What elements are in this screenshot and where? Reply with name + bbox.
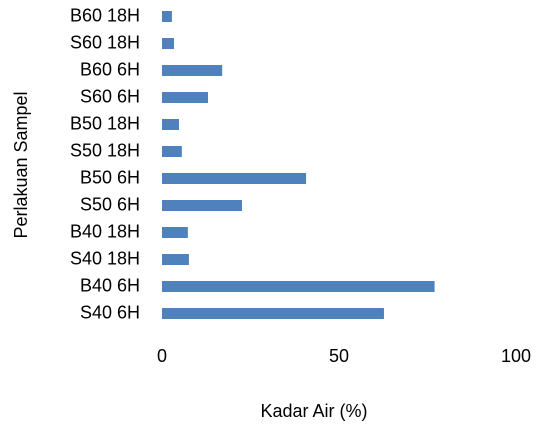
bar bbox=[162, 308, 384, 319]
bar bbox=[162, 65, 223, 76]
y-tick-label: B60 18H bbox=[70, 5, 140, 25]
x-tick-label: 100 bbox=[501, 346, 531, 366]
bar bbox=[162, 146, 182, 157]
bar bbox=[162, 11, 172, 22]
bar bbox=[162, 227, 188, 238]
y-tick-label: S50 18H bbox=[70, 140, 140, 160]
y-tick-label: B60 6H bbox=[80, 59, 140, 79]
y-tick-label: S60 18H bbox=[70, 32, 140, 52]
bar bbox=[162, 200, 243, 211]
y-tick-label: S40 6H bbox=[80, 302, 140, 322]
y-tick-label: B50 18H bbox=[70, 113, 140, 133]
bar bbox=[162, 281, 435, 292]
x-tick-label: 0 bbox=[157, 346, 167, 366]
y-tick-label: B40 18H bbox=[70, 221, 140, 241]
x-axis-title: Kadar Air (%) bbox=[260, 401, 367, 421]
y-tick-label: S50 6H bbox=[80, 194, 140, 214]
bar bbox=[162, 119, 179, 130]
y-tick-label: S60 6H bbox=[80, 86, 140, 106]
bar bbox=[162, 92, 209, 103]
bar bbox=[162, 254, 189, 265]
bar bbox=[162, 173, 307, 184]
y-axis-title: Perlakuan Sampel bbox=[11, 91, 31, 238]
y-tick-label: B40 6H bbox=[80, 275, 140, 295]
y-tick-label: B50 6H bbox=[80, 167, 140, 187]
x-tick-label: 50 bbox=[329, 346, 349, 366]
y-tick-label: S40 18H bbox=[70, 248, 140, 268]
bar bbox=[162, 38, 175, 49]
